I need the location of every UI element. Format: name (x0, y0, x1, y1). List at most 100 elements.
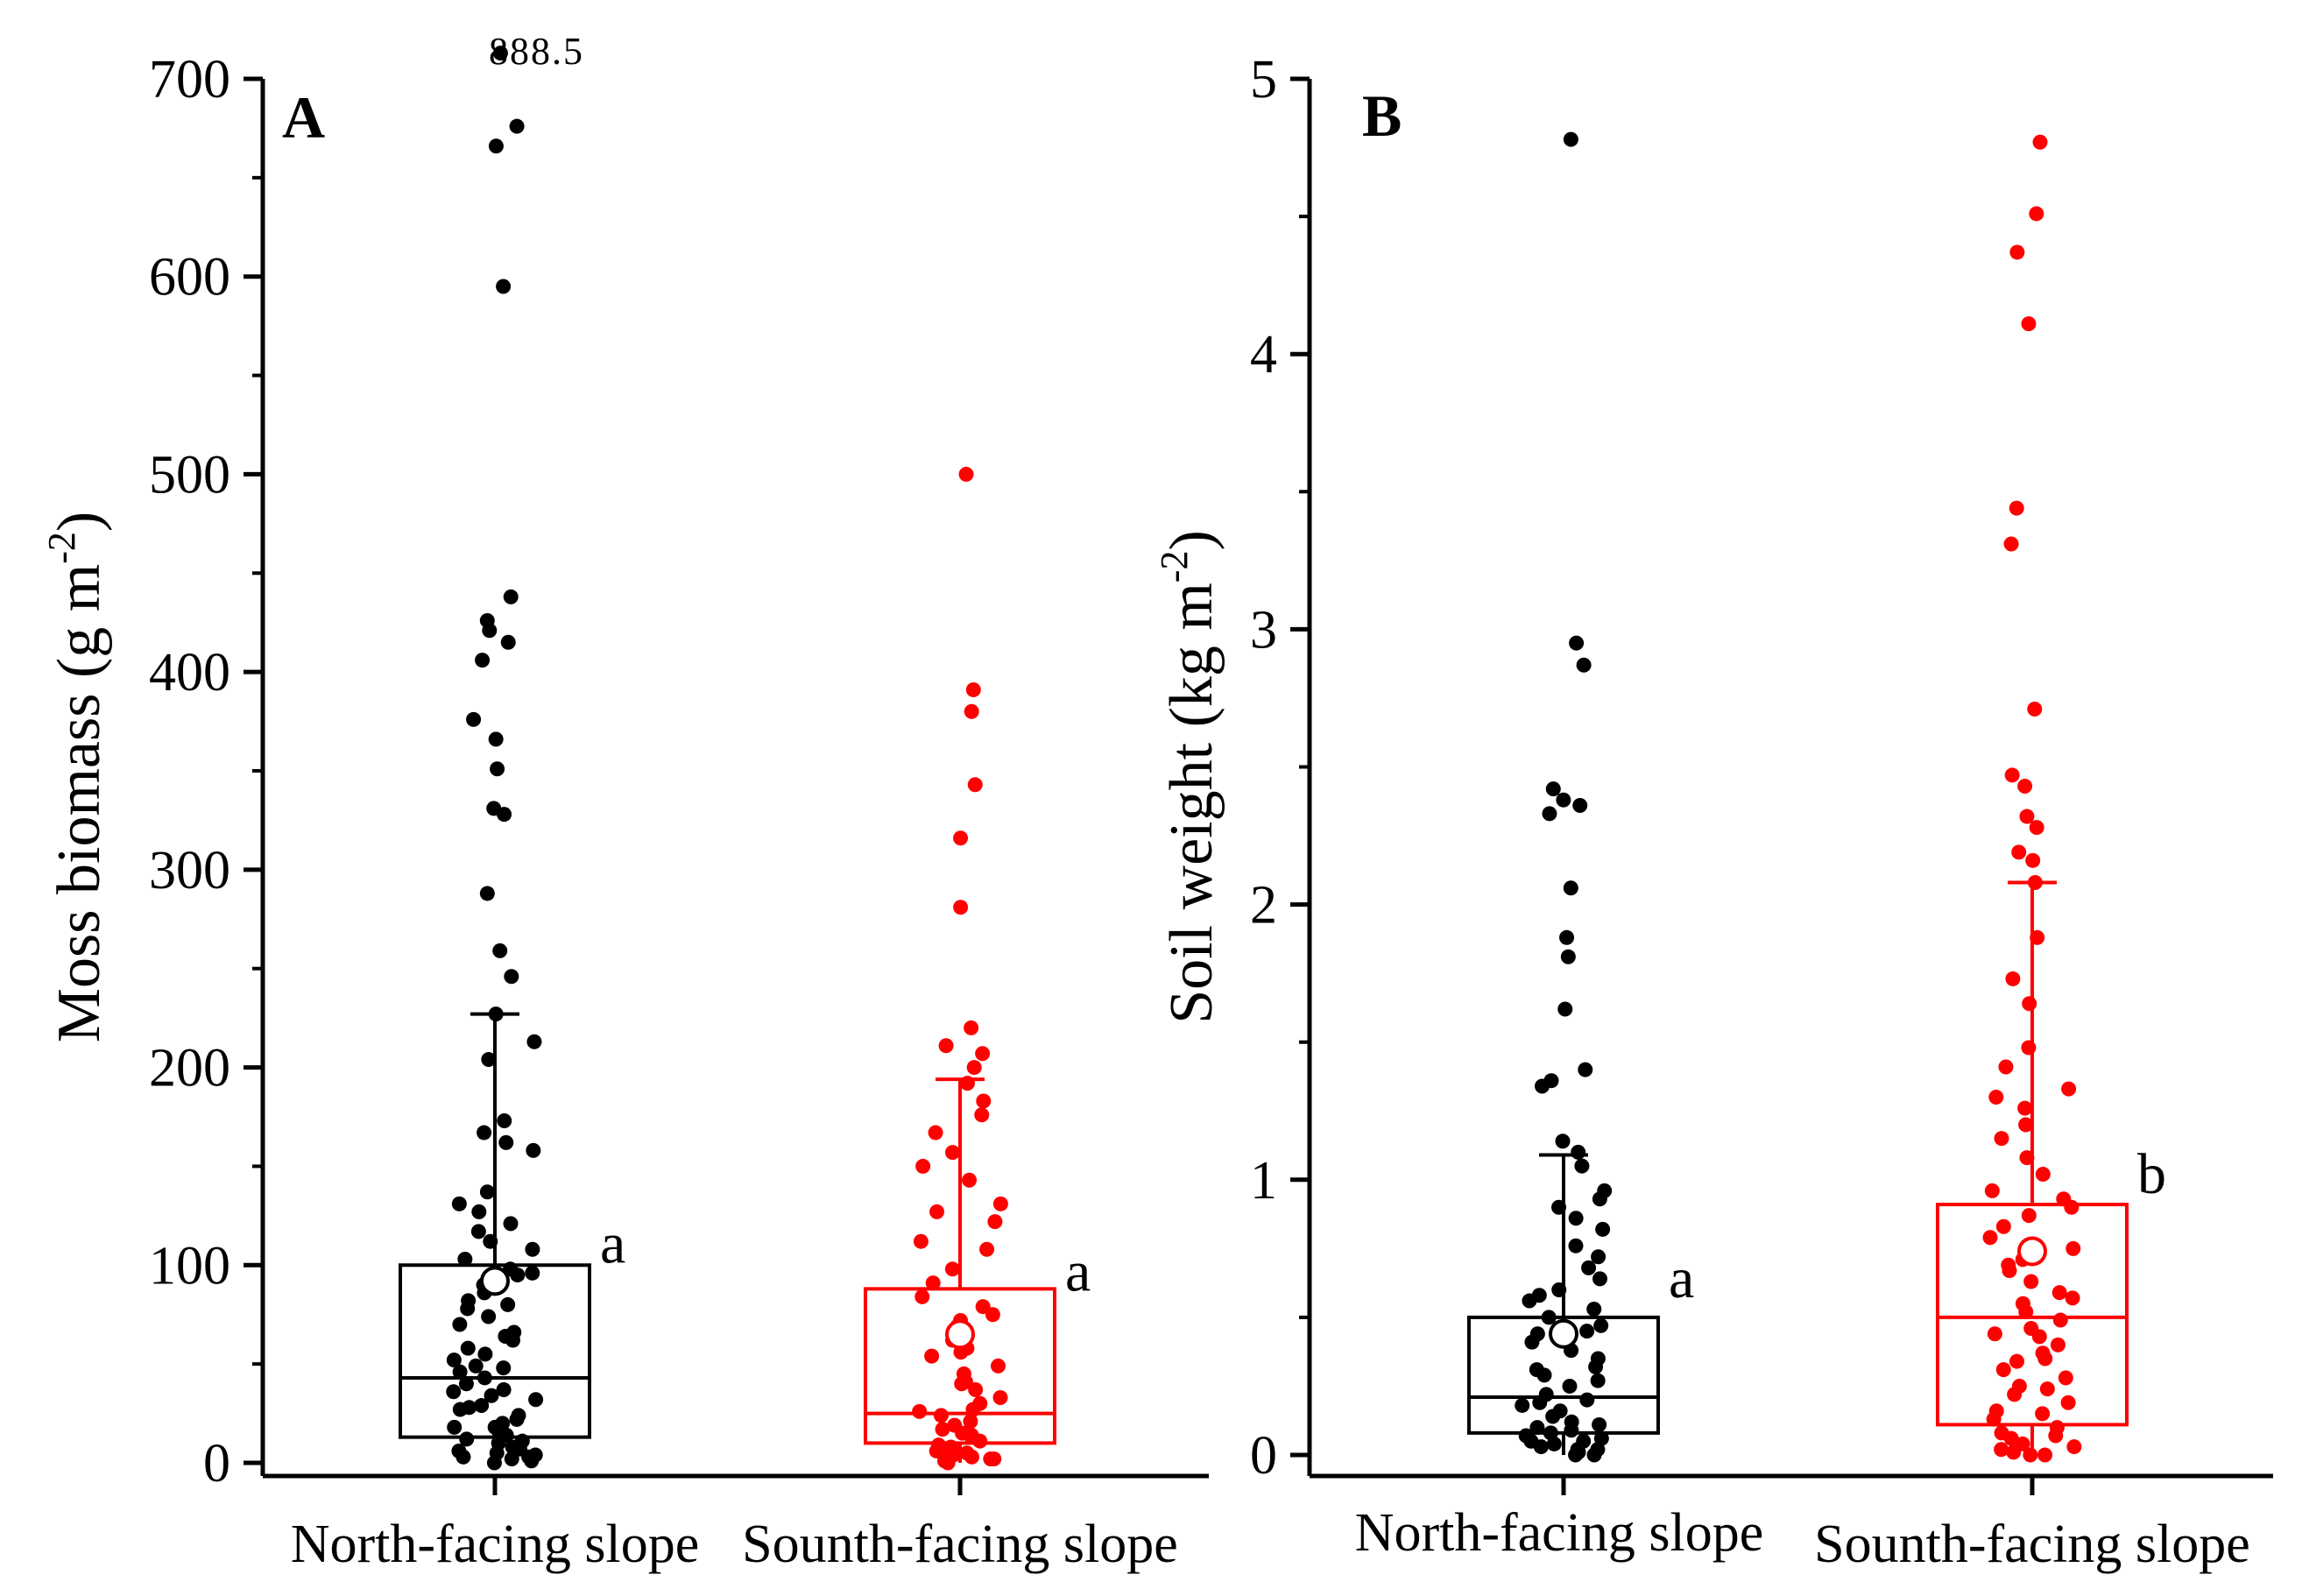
data-point (2029, 820, 2044, 836)
data-point (1557, 1001, 1573, 1017)
data-point (2021, 1208, 2037, 1224)
panel-a: 0 100 200 300 400 500 600 700 A Moss biomass (g… (40, 30, 1209, 1574)
data-point (1570, 1442, 1585, 1458)
data-point (953, 830, 969, 846)
data-point (964, 703, 979, 719)
data-point (452, 1317, 468, 1332)
panel-b-x-label-north: North-facing slope (1355, 1503, 1764, 1563)
data-point (1591, 1249, 1606, 1265)
panel-a-x-label-south: Sounth-facing slope (742, 1515, 1178, 1574)
data-point (914, 1289, 930, 1304)
data-point (933, 1408, 949, 1423)
data-point (966, 1060, 982, 1076)
data-point (496, 1360, 512, 1376)
data-point (2027, 702, 2043, 717)
data-point (488, 731, 504, 747)
data-point (1576, 657, 1592, 673)
data-point (965, 681, 981, 697)
data-point (490, 761, 505, 777)
data-point (2037, 1447, 2053, 1463)
data-point (2039, 1381, 2055, 1397)
data-point (1556, 792, 1571, 808)
data-point (446, 1384, 462, 1400)
data-point (2025, 852, 2041, 868)
data-point (1982, 1230, 1998, 1246)
data-point (2017, 1100, 2033, 1116)
data-point (1579, 1324, 1595, 1339)
panel-b-x-label-south: Sounth-facing slope (1814, 1515, 2250, 1574)
data-point (1592, 1416, 1607, 1432)
data-point (1988, 1090, 2004, 1105)
data-point (498, 1134, 514, 1150)
data-point (2022, 996, 2037, 1012)
data-point (987, 1214, 1003, 1230)
data-point (2018, 1304, 2034, 1320)
panel-b: 0 1 2 3 4 5 B Soil weight (kg m-2) North-faci… (1153, 50, 2273, 1574)
data-point (504, 1451, 519, 1466)
data-point (1581, 1260, 1597, 1275)
data-point (2030, 929, 2045, 945)
data-point (2052, 1312, 2068, 1328)
data-point (496, 1381, 512, 1397)
data-point (974, 1107, 990, 1123)
data-point (1574, 1158, 1590, 1174)
data-point (2037, 1351, 2053, 1366)
data-point (488, 138, 504, 154)
data-point (1579, 1392, 1595, 1408)
panel-a-x-ticks (492, 1476, 963, 1495)
data-point (1564, 1423, 1579, 1438)
y-tick-label: 500 (149, 445, 230, 505)
data-point (959, 1076, 975, 1091)
data-point (940, 1455, 956, 1471)
mean-marker (1549, 1318, 1578, 1349)
data-point (1533, 1439, 1549, 1455)
panel-a-letter: A (282, 84, 325, 151)
data-point (452, 1364, 468, 1380)
data-point (466, 711, 482, 727)
box-iqr (1936, 1203, 2129, 1427)
data-point (1588, 1359, 1604, 1374)
data-point (487, 1419, 503, 1435)
data-point (504, 969, 519, 985)
data-point (1563, 880, 1578, 896)
data-point (525, 1241, 540, 1257)
data-point (500, 634, 516, 650)
data-point (915, 1158, 931, 1174)
data-point (526, 1142, 541, 1158)
data-point (455, 1449, 471, 1465)
data-point (983, 1451, 999, 1466)
data-point (967, 777, 983, 793)
data-point (944, 1261, 960, 1277)
data-point (2064, 1199, 2080, 1215)
data-point (2021, 1040, 2037, 1056)
data-point (1586, 1301, 1602, 1317)
data-point (1595, 1221, 1611, 1237)
data-point (503, 1216, 519, 1232)
data-point (471, 1204, 487, 1219)
data-point (928, 1125, 943, 1141)
data-point (482, 623, 498, 639)
data-point (2023, 1274, 2039, 1289)
data-point (2019, 809, 2035, 824)
data-point (2035, 1406, 2051, 1422)
data-point (1994, 1131, 2009, 1147)
data-point (2023, 1447, 2038, 1463)
panel-a-x-label-north: North-facing slope (291, 1515, 700, 1574)
data-point (459, 1431, 475, 1447)
data-point (975, 1046, 991, 1062)
data-point (2032, 134, 2048, 150)
data-point (497, 807, 512, 823)
data-point (477, 1346, 493, 1362)
data-point (509, 1411, 525, 1427)
data-point (1555, 1133, 1571, 1149)
data-point (492, 943, 508, 958)
panel-a-south-group: a (864, 466, 1091, 1471)
data-point (486, 1455, 502, 1471)
data-point (1592, 1191, 1607, 1207)
y-tick-label: 0 (1250, 1426, 1277, 1486)
significance-letter: b (2137, 1142, 2166, 1206)
data-point (481, 1309, 497, 1324)
data-point (1986, 1411, 2002, 1427)
data-point (1563, 131, 1578, 147)
data-point (2006, 1444, 2022, 1460)
